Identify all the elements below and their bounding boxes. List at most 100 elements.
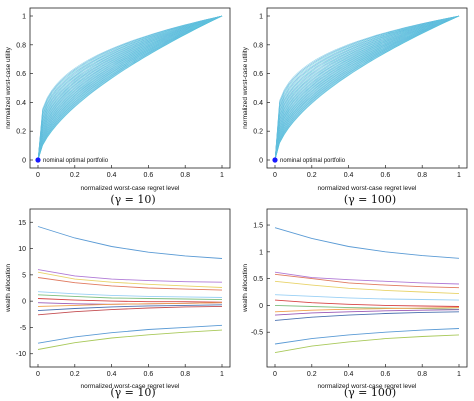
series-group	[37, 226, 223, 350]
plot-frame	[29, 7, 231, 169]
axes	[29, 7, 231, 169]
x-tick-label: 0.6	[381, 371, 391, 378]
x-tick-label: 0.6	[144, 172, 154, 179]
x-tick-label: 0.2	[70, 371, 80, 378]
allocation-series-line	[274, 299, 460, 307]
plot-frame	[29, 208, 231, 368]
y-ticks: 0 0.2 0.4 0.6 0.8 1	[16, 14, 33, 165]
y-axis-label: normalized worst-case utility	[5, 46, 12, 128]
allocation-series-line	[37, 329, 223, 350]
caption-gamma-10-top: (γ = 10)	[110, 193, 156, 206]
utility-curve	[37, 15, 223, 161]
x-tick-label: 0.2	[307, 371, 317, 378]
chart-utility-gamma-100: 0 0.2 0.4 0.6 0.8 1 0 0.2 0.4 0.6 0.8 1 nominal op…	[242, 7, 468, 192]
marker-label: nominal optimal portfolio	[280, 158, 346, 164]
y-tick-label: -0.5	[251, 330, 263, 337]
x-tick-label: 0.6	[144, 371, 154, 378]
x-tick-label: 0.6	[381, 172, 391, 179]
x-axis-label: normalized worst-case regret level	[318, 185, 418, 192]
allocation-series-line	[274, 304, 460, 310]
y-tick-label: 0.8	[16, 42, 26, 49]
nominal-optimal-marker	[272, 157, 278, 163]
x-tick-label: 0.2	[70, 172, 80, 179]
x-tick-label: 0	[273, 172, 277, 179]
x-ticks: 0 0.2 0.4 0.6 0.8 1	[273, 364, 461, 378]
curves-group	[37, 15, 223, 161]
y-tick-label: -5	[20, 325, 26, 332]
y-tick-label: 0.4	[16, 100, 26, 107]
y-axis-label: wealth allocation	[5, 264, 12, 313]
y-tick-label: 0.4	[253, 100, 263, 107]
allocation-series-line	[37, 304, 223, 312]
curves-group	[274, 15, 460, 161]
allocation-series-line	[37, 291, 223, 298]
y-tick-label: 5	[22, 272, 26, 279]
allocation-series-line	[274, 334, 460, 354]
allocation-series-line	[37, 277, 223, 291]
y-tick-label: 0.6	[253, 71, 263, 78]
y-tick-label: 0	[22, 299, 26, 306]
allocation-series-line	[274, 294, 460, 301]
y-axis-label: normalized worst-case utility	[242, 46, 249, 128]
x-axis-label: normalized worst-case regret level	[318, 383, 418, 390]
y-tick-label: 10	[18, 246, 26, 253]
allocation-series-line	[37, 305, 223, 316]
marker-label: nominal optimal portfolio	[43, 158, 109, 164]
y-tick-label: 1.5	[253, 223, 263, 230]
y-tick-label: 0.8	[253, 42, 263, 49]
chart-allocation-gamma-10: 0 0.2 0.4 0.6 0.8 1 -10 -5 0 5 10 15 normalized wo…	[5, 208, 231, 390]
allocation-series-line	[37, 302, 223, 307]
x-tick-label: 0	[36, 172, 40, 179]
nominal-optimal-marker	[35, 157, 41, 163]
allocation-series-line	[274, 227, 460, 259]
x-ticks: 0 0.2 0.4 0.6 0.8 1	[36, 364, 224, 378]
allocation-series-line	[274, 328, 460, 345]
x-tick-label: 0	[273, 371, 277, 378]
x-ticks: 0 0.2 0.4 0.6 0.8 1	[273, 165, 461, 179]
series-group	[274, 227, 460, 354]
utility-curve	[274, 15, 460, 161]
x-tick-label: 1	[457, 371, 461, 378]
y-tick-label: 15	[18, 220, 26, 227]
x-tick-label: 1	[220, 371, 224, 378]
allocation-series-line	[37, 271, 223, 288]
x-tick-label: 1	[457, 172, 461, 179]
caption-gamma-100-top: (γ = 100)	[343, 193, 397, 206]
y-tick-label: 0	[22, 158, 26, 165]
caption-gamma-10-bottom: (γ = 10)	[110, 386, 156, 399]
y-ticks: -0.5 0 0.5 1 1.5	[251, 223, 270, 337]
allocation-series-line	[274, 309, 460, 316]
allocation-series-line	[274, 307, 460, 313]
y-tick-label: 0	[259, 158, 263, 165]
plot-frame	[266, 208, 468, 368]
allocation-series-line	[274, 271, 460, 285]
plot-frame	[266, 7, 468, 169]
x-axis-label: normalized worst-case regret level	[81, 383, 181, 390]
y-tick-label: 1	[259, 14, 263, 21]
allocation-series-line	[37, 269, 223, 283]
utility-curve	[274, 15, 460, 161]
x-tick-label: 0.4	[344, 172, 354, 179]
x-tick-label: 0.8	[180, 172, 190, 179]
axes	[266, 7, 468, 169]
allocation-series-line	[274, 311, 460, 321]
allocation-series-line	[37, 324, 223, 344]
allocation-series-line	[37, 294, 223, 301]
y-tick-label: 1	[22, 14, 26, 21]
allocation-series-line	[37, 226, 223, 259]
y-ticks: -10 -5 0 5 10 15	[16, 220, 33, 358]
x-tick-label: 0.8	[417, 371, 427, 378]
y-tick-label: 1	[259, 249, 263, 256]
x-tick-label: 0.4	[344, 371, 354, 378]
y-axis-label: wealth allocation	[242, 264, 249, 313]
y-tick-label: 0.5	[253, 276, 263, 283]
y-tick-label: 0.2	[253, 129, 263, 136]
allocation-series-line	[274, 273, 460, 289]
y-ticks: 0 0.2 0.4 0.6 0.8 1	[253, 14, 270, 165]
x-tick-label: 0.2	[307, 172, 317, 179]
x-tick-label: 0	[36, 371, 40, 378]
y-tick-label: 0	[259, 303, 263, 310]
chart-utility-gamma-10: 0 0.2 0.4 0.6 0.8 1 0 0.2 0.4 0.6 0.8 1 nominal op…	[5, 7, 231, 192]
x-axis-label: normalized worst-case regret level	[81, 185, 181, 192]
y-tick-label: 0.2	[16, 129, 26, 136]
